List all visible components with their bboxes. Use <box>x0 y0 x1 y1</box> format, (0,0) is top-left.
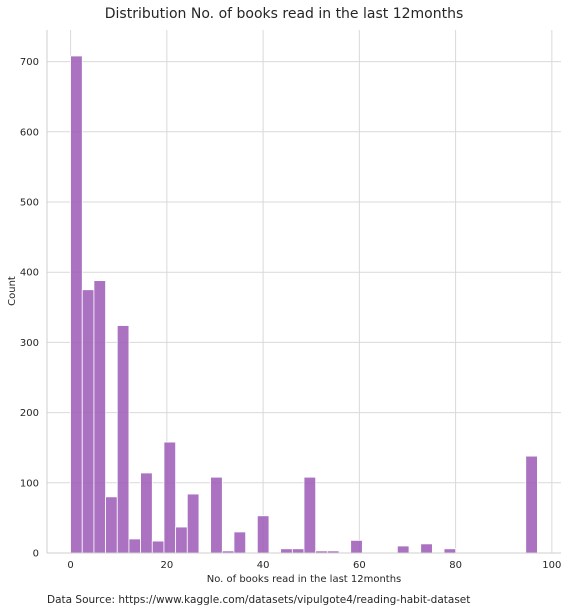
histogram-bar-3 <box>105 496 118 554</box>
y-tick-label: 700 <box>20 57 39 68</box>
histogram-bar-32 <box>443 548 457 554</box>
histogram-bar-12 <box>210 476 223 554</box>
histogram-bar-9 <box>175 526 188 554</box>
histogram-bar-0 <box>70 55 83 554</box>
tick-labels: 0 20 40 60 80 100 0 100 200 300 400 500 600 700 <box>20 57 561 571</box>
histogram-bar-5 <box>128 538 142 554</box>
histogram-bar-20 <box>303 476 317 554</box>
histogram-bar-4 <box>116 325 130 554</box>
histogram-bar-10 <box>186 493 200 554</box>
chart-title: Distribution No. of books read in the la… <box>105 6 464 22</box>
x-axis-label: No. of books read in the last 12months <box>207 574 402 585</box>
histogram-bar-14 <box>233 531 247 554</box>
x-tick-label: 40 <box>257 560 270 571</box>
x-tick-label: 80 <box>449 560 462 571</box>
y-axis-label: Count <box>7 276 18 306</box>
x-tick-label: 20 <box>160 560 173 571</box>
histogram-bar-1 <box>81 289 95 554</box>
data-source-note: Data Source: https://www.kaggle.com/data… <box>47 594 471 606</box>
axes <box>46 30 561 554</box>
histogram-bar-18 <box>280 548 293 554</box>
grid <box>47 30 561 554</box>
histogram-bar-8 <box>163 441 177 554</box>
histogram-bar-28 <box>396 545 410 554</box>
y-tick-label: 400 <box>20 268 39 279</box>
y-tick-label: 600 <box>20 127 39 138</box>
bars <box>70 55 538 554</box>
y-tick-label: 0 <box>33 549 39 560</box>
histogram-bar-19 <box>291 548 305 554</box>
x-tick-label: 60 <box>353 560 366 571</box>
histogram-bar-30 <box>420 543 433 554</box>
y-tick-label: 500 <box>20 197 39 208</box>
x-tick-label: 0 <box>67 560 73 571</box>
histogram-bar-7 <box>151 540 165 554</box>
histogram-bar-2 <box>93 280 106 554</box>
y-tick-label: 300 <box>20 338 39 349</box>
histogram-bar-6 <box>140 472 153 554</box>
y-tick-label: 100 <box>20 478 39 489</box>
x-tick-label: 100 <box>542 560 561 571</box>
y-tick-label: 200 <box>20 408 39 419</box>
histogram-bar-24 <box>350 539 363 554</box>
histogram-bar-16 <box>256 515 270 554</box>
histogram-bar-39 <box>525 455 538 554</box>
